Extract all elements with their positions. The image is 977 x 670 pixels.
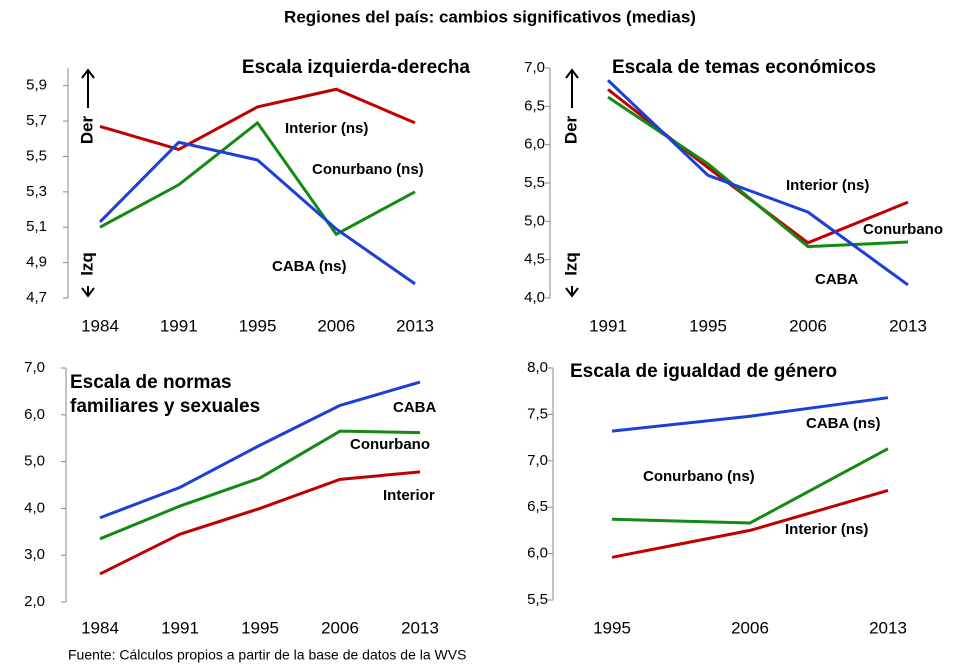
x-tick-label: 1991 (589, 316, 627, 335)
y-tick-label: 6,0 (524, 136, 545, 153)
y-tick-label: 5,3 (26, 183, 47, 200)
y-tick-label: 7,5 (527, 405, 548, 422)
series-label: Conurbano (ns) (643, 468, 755, 485)
x-tick-label: 1995 (593, 618, 631, 637)
series-line (607, 88, 909, 245)
series-label: Interior (ns) (285, 120, 368, 137)
y-tick-label: 5,5 (26, 147, 47, 164)
page-title: Regiones del país: cambios significativo… (284, 7, 696, 26)
x-tick-label: 2006 (317, 316, 355, 335)
axis-annotation: Der (77, 115, 96, 144)
series-line (98, 140, 416, 286)
arrow (81, 286, 95, 298)
series-line (99, 380, 421, 520)
x-tick-label: 2013 (401, 618, 439, 637)
y-tick-label: 7,0 (527, 452, 548, 469)
series-label: CABA (393, 399, 436, 416)
series-line (607, 95, 909, 249)
chart-title: Escala de normas (70, 372, 232, 393)
series-line (99, 120, 416, 237)
y-tick-label: 5,9 (26, 77, 47, 94)
chart-title: Escala de temas económicos (612, 57, 876, 78)
series-line (99, 87, 416, 151)
x-tick-label: 2006 (789, 316, 827, 335)
series-label: Conurbano (ns) (312, 161, 424, 178)
axis-annotation: Izq (561, 252, 580, 276)
series-label: CABA (ns) (806, 415, 880, 432)
x-tick-label: 1991 (161, 618, 199, 637)
arrow (81, 68, 95, 108)
x-tick-label: 2006 (731, 618, 769, 637)
x-tick-label: 2013 (396, 316, 434, 335)
y-tick-label: 7,0 (24, 359, 45, 376)
y-tick-label: 7,0 (524, 59, 545, 76)
x-tick-label: 2013 (889, 316, 927, 335)
y-tick-label: 4,0 (24, 499, 45, 516)
x-tick-label: 2013 (869, 618, 907, 637)
source-note: Fuente: Cálculos propios a partir de la … (68, 647, 466, 663)
y-tick-label: 5,5 (524, 174, 545, 191)
axis-annotation: Der (561, 115, 580, 144)
y-tick-label: 2,0 (24, 593, 45, 610)
chart-title: familiares y sexuales (70, 396, 260, 417)
x-tick-label: 1991 (160, 316, 198, 335)
series-label: Interior (383, 487, 435, 504)
series-label: Conurbano (350, 436, 430, 453)
y-tick-label: 5,1 (26, 218, 47, 235)
series-line (611, 489, 889, 559)
y-tick-label: 5,0 (24, 453, 45, 470)
x-tick-label: 1984 (81, 618, 119, 637)
x-tick-label: 1984 (81, 316, 119, 335)
y-tick-label: 6,5 (527, 498, 548, 515)
arrow (565, 286, 579, 298)
series-label: CABA (815, 271, 858, 288)
chart-title: Escala de igualdad de género (570, 361, 837, 382)
arrow (565, 68, 579, 108)
series-line (611, 396, 889, 433)
y-tick-label: 6,0 (527, 545, 548, 562)
series-line (99, 429, 421, 541)
x-tick-label: 1995 (689, 316, 727, 335)
series-label: Interior (ns) (785, 521, 868, 538)
series-label: CABA (ns) (272, 258, 346, 275)
series-line (611, 447, 889, 525)
axis-annotation: Izq (77, 252, 96, 276)
y-tick-label: 4,7 (26, 289, 47, 306)
y-tick-label: 5,7 (26, 112, 47, 129)
y-tick-label: 5,5 (527, 591, 548, 608)
y-tick-label: 6,5 (524, 97, 545, 114)
y-tick-label: 8,0 (527, 359, 548, 376)
x-tick-label: 1995 (241, 618, 279, 637)
series-line (606, 79, 909, 287)
x-tick-label: 1995 (239, 316, 277, 335)
y-tick-label: 3,0 (24, 546, 45, 563)
chart-title: Escala izquierda-derecha (242, 57, 471, 78)
y-tick-label: 4,9 (26, 254, 47, 271)
x-tick-label: 2006 (321, 618, 359, 637)
y-tick-label: 4,0 (524, 289, 545, 306)
series-label: Conurbano (863, 221, 943, 238)
series-label: Interior (ns) (786, 177, 869, 194)
y-tick-label: 6,0 (24, 406, 45, 423)
series-line (99, 470, 421, 576)
y-tick-label: 5,0 (524, 212, 545, 229)
y-tick-label: 4,5 (524, 251, 545, 268)
